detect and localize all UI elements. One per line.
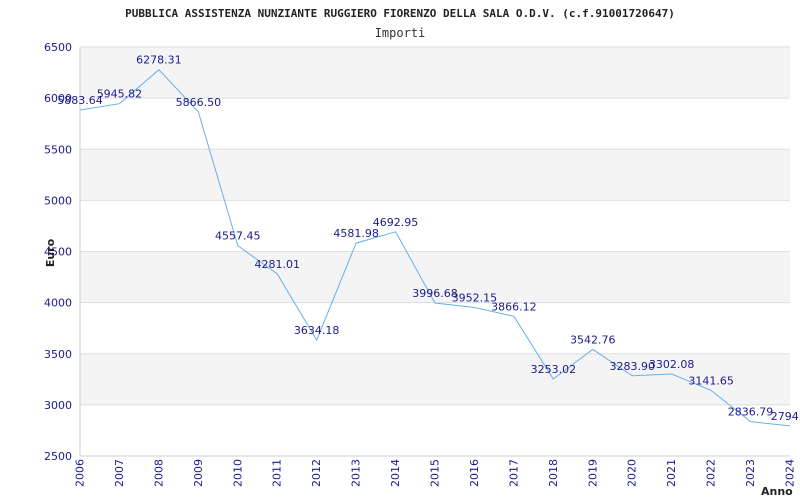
x-tick-label: 2019 (586, 459, 599, 487)
y-axis-ticks: 2500 3000 3500 4000 4500 5000 5500 6000 6500 (44, 41, 72, 463)
data-label: 3866.12 (491, 300, 537, 313)
data-label: 2794.8 (771, 410, 800, 423)
x-tick-label: 2015 (429, 459, 442, 487)
x-tick-label: 2007 (113, 459, 126, 487)
x-tick-label: 2014 (389, 459, 402, 487)
y-tick-label: 3500 (44, 348, 72, 361)
x-tick-label: 2023 (744, 459, 757, 487)
data-label: 3302.08 (649, 358, 695, 371)
data-label: 4692.95 (373, 216, 419, 229)
y-tick-label: 6500 (44, 41, 72, 54)
x-tick-label: 2010 (231, 459, 244, 487)
chart-title: PUBBLICA ASSISTENZA NUNZIANTE RUGGIERO F… (125, 7, 675, 20)
x-tick-label: 2011 (271, 459, 284, 487)
series-line (79, 69, 791, 427)
grid-band (80, 251, 790, 303)
data-label: 3952.15 (452, 292, 498, 305)
x-tick-label: 2017 (507, 459, 520, 487)
data-label: 3283.90 (609, 360, 655, 373)
grid-band (80, 47, 790, 99)
x-tick-label: 2012 (310, 459, 323, 487)
x-axis-ticks: 2006 2007 2008 2009 2010 2011 2012 2013 2014 2015… (74, 459, 797, 487)
data-label: 6278.31 (136, 54, 182, 67)
data-label: 5883.64 (57, 94, 103, 107)
data-label: 4557.45 (215, 230, 261, 243)
x-tick-label: 2022 (705, 459, 718, 487)
data-label: 4281.01 (254, 258, 300, 271)
x-tick-label: 2020 (626, 459, 639, 487)
data-label: 5945.82 (97, 88, 143, 101)
x-tick-label: 2024 (784, 459, 797, 487)
x-tick-label: 2021 (665, 459, 678, 487)
data-label: 2836.79 (728, 406, 774, 419)
grid-band (80, 353, 790, 405)
data-label: 3542.76 (570, 333, 616, 346)
y-tick-label: 5000 (44, 194, 72, 207)
data-label: 5866.50 (176, 96, 222, 109)
y-tick-label: 6000 (44, 92, 72, 105)
y-tick-label: 3000 (44, 399, 72, 412)
data-label: 3253.02 (531, 363, 577, 376)
data-label: 3634.18 (294, 324, 340, 337)
grid-bands (80, 47, 790, 405)
y-tick-label: 2500 (44, 450, 72, 463)
x-tick-label: 2009 (192, 459, 205, 487)
x-tick-label: 2006 (74, 459, 87, 487)
chart-subtitle: Importi (375, 26, 426, 40)
data-label: 3996.68 (412, 287, 458, 300)
grid-band (80, 149, 790, 201)
y-tick-label: 4000 (44, 297, 72, 310)
y-tick-label: 5500 (44, 143, 72, 156)
x-tick-label: 2008 (152, 459, 165, 487)
x-tick-label: 2018 (547, 459, 560, 487)
data-label: 3141.65 (688, 374, 734, 387)
x-tick-label: 2016 (468, 459, 481, 487)
y-tick-label: 4500 (44, 246, 72, 259)
x-tick-label: 2013 (350, 459, 363, 487)
data-label: 4581.98 (333, 227, 379, 240)
y-axis-label: Euro (44, 238, 57, 267)
x-axis-label: Anno (761, 485, 793, 498)
